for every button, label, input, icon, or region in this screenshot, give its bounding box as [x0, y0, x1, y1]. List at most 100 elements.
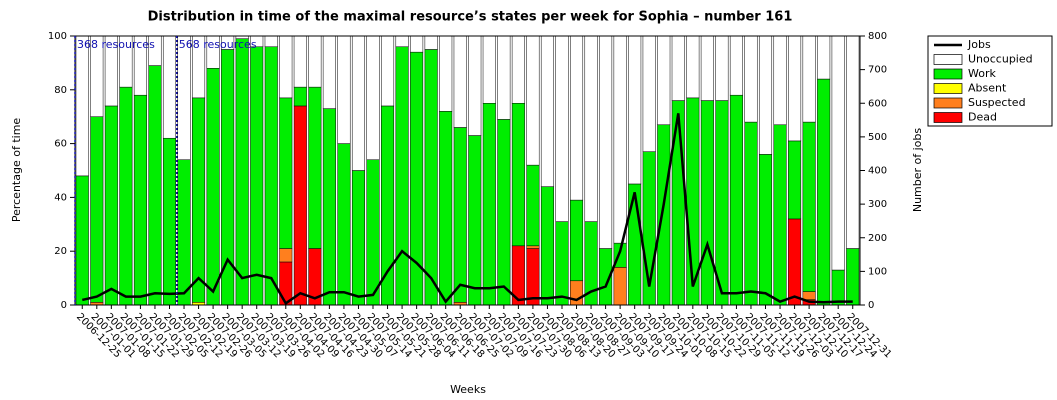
bar-segment: [599, 35, 613, 249]
bar-segment: [613, 267, 627, 306]
bar-segment: [657, 124, 671, 306]
bar-segment: [337, 35, 351, 144]
y-tick-label: 40: [54, 192, 67, 203]
bar-segment: [235, 38, 249, 306]
x-axis-label: Weeks: [450, 383, 486, 396]
bar-segment: [264, 46, 278, 306]
bar-segment: [395, 35, 409, 48]
legend-label: Unoccupied: [968, 53, 1033, 66]
bar-segment: [293, 105, 307, 306]
y2-tick-label: 400: [868, 166, 887, 177]
bar-segment: [555, 221, 569, 306]
bar-segment: [351, 170, 365, 306]
bar-segment: [148, 65, 162, 306]
bar-segment: [788, 35, 802, 142]
bar-segment: [468, 135, 482, 306]
bar-segment: [700, 35, 714, 101]
bar-segment: [162, 137, 177, 306]
bar-segment: [293, 86, 307, 107]
bar-segment: [526, 164, 540, 247]
bar-segment: [570, 280, 584, 306]
bar-segment: [758, 154, 773, 306]
y2-tick-label: 600: [868, 98, 887, 109]
bar-segment: [351, 35, 365, 171]
bar-segment: [584, 35, 598, 222]
chart-title: Distribution in time of the maximal reso…: [148, 10, 793, 25]
bar-segment: [802, 121, 816, 292]
bar-segment: [322, 35, 336, 109]
bar-segment: [424, 49, 438, 306]
bar-segment: [337, 143, 351, 306]
y2-tick-label: 300: [868, 199, 887, 210]
bar-segment: [540, 186, 554, 306]
bar-segment: [773, 35, 787, 126]
bar-segment: [439, 111, 453, 306]
bar-segment: [526, 35, 540, 166]
bar-segment: [671, 35, 685, 101]
bar-segment: [671, 100, 685, 306]
bar-segment: [468, 35, 482, 136]
bar-segment: [177, 35, 191, 160]
bar-segment: [424, 35, 438, 50]
y2-tick-label: 500: [868, 132, 887, 143]
bar-segment: [381, 105, 395, 306]
bar-segment: [526, 248, 540, 306]
legend-label: Suspected: [968, 96, 1026, 109]
bar-segment: [177, 159, 191, 306]
bar-segment: [279, 261, 293, 306]
bar-segment: [817, 78, 831, 306]
bar-segment: [453, 35, 467, 128]
bar-segment: [482, 103, 496, 306]
bar-segment: [831, 269, 845, 306]
legend-label: Dead: [968, 111, 997, 124]
bar-segment: [497, 119, 511, 306]
bar-segment: [104, 105, 118, 306]
bar-segment: [570, 35, 584, 201]
bar-segment: [526, 245, 540, 249]
bar-segment: [686, 35, 700, 99]
bar-segment: [366, 159, 380, 306]
legend-swatch: [933, 112, 963, 123]
bar-segment: [381, 35, 395, 107]
bar-segment: [802, 35, 816, 123]
bar-segment: [482, 35, 496, 104]
legend-label: Jobs: [967, 38, 991, 51]
y2-axis-label: Number of jobs: [911, 128, 924, 213]
legend-swatch: [933, 83, 963, 94]
legend-label: Work: [968, 67, 996, 80]
bar-segment: [133, 94, 147, 306]
bar-segment: [657, 35, 671, 126]
bar-segment: [439, 35, 453, 112]
y-tick-label: 20: [54, 246, 67, 257]
y2-tick-label: 800: [868, 31, 887, 42]
bar-segment: [540, 35, 554, 187]
bar-segment: [744, 121, 758, 306]
bar-segment: [715, 35, 729, 101]
jobs-line: [81, 113, 853, 306]
legend-swatch: [933, 54, 963, 65]
y-tick-label: 0: [61, 300, 67, 311]
bar-segment: [744, 35, 758, 123]
bar-segment: [308, 86, 322, 249]
bar-segment: [293, 35, 307, 88]
bar-segment: [642, 35, 656, 152]
bar-segment: [773, 124, 787, 306]
y2-tick-label: 0: [868, 300, 874, 311]
bar-segment: [410, 35, 424, 53]
annotation: 368 resources: [77, 38, 155, 51]
bar-segment: [555, 35, 569, 222]
bar-segment: [846, 35, 860, 249]
bar-segment: [729, 94, 743, 306]
bar-segment: [700, 100, 714, 306]
bar-segment: [75, 175, 89, 306]
y-tick-label: 80: [54, 85, 67, 96]
legend-label: Absent: [968, 82, 1007, 95]
bar-segment: [90, 116, 104, 303]
bar-segment: [322, 108, 336, 306]
y-axis-label: Percentage of time: [10, 118, 23, 223]
bar-segment: [817, 35, 831, 80]
y2-tick-label: 200: [868, 233, 887, 244]
y2-tick-label: 100: [868, 266, 887, 277]
bar-segment: [75, 35, 89, 177]
